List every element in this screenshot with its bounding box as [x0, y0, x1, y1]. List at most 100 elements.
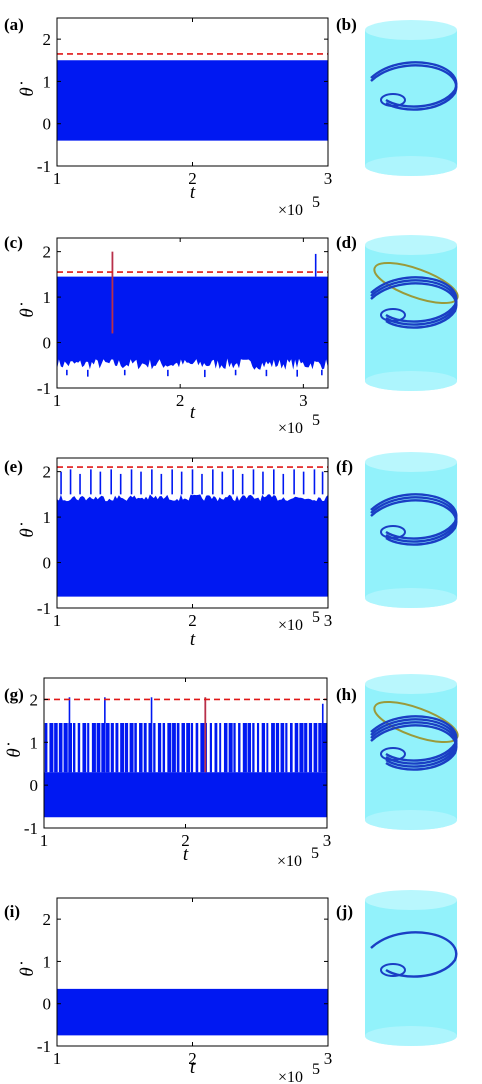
panel-label: (c): [4, 233, 23, 252]
panel-label: (h): [336, 685, 357, 704]
signal-burst: [200, 723, 205, 773]
signal-burst: [73, 723, 76, 773]
y-tick-label: -1: [37, 379, 51, 398]
signal-burst: [275, 723, 280, 773]
chart-panel: (a) -1 0 1 2 1 2 3 t θ̇ ×10 5: [4, 15, 332, 219]
y-tick-label: 0: [43, 554, 52, 573]
cylinder-top: [365, 20, 457, 40]
signal-burst: [44, 723, 48, 773]
signal-burst: [106, 723, 110, 773]
y-tick-label: 0: [43, 115, 52, 134]
signal-band: [44, 772, 327, 818]
signal-burst: [266, 723, 269, 773]
cylinder-bottom: [365, 371, 457, 391]
cylinder-bottom: [365, 588, 457, 608]
signal-burst: [77, 723, 81, 773]
signal-burst: [252, 723, 255, 773]
x-exponent: 5: [312, 1061, 320, 1078]
signal-burst: [82, 723, 87, 773]
x-axis-label: t: [183, 844, 189, 865]
signal-burst: [313, 723, 318, 773]
y-tick-label: 0: [43, 995, 52, 1014]
cylinder-phase-portrait: (h): [336, 674, 459, 830]
orbit-curl: [380, 747, 406, 761]
x-tick-label: 2: [188, 169, 197, 188]
orbit-curl: [380, 308, 406, 322]
x-tick-label: 1: [40, 831, 49, 850]
x-multiplier: ×10: [278, 420, 303, 437]
x-exponent: 5: [312, 609, 320, 626]
y-tick-label: -1: [37, 599, 51, 618]
signal-burst: [238, 723, 241, 773]
x-exponent: 5: [311, 845, 319, 862]
signal-burst: [294, 723, 299, 773]
signal-burst: [181, 723, 185, 773]
chart-panel: (e) -1 0 1 2 1 2 3 t θ̇ ×10 5: [4, 457, 332, 650]
signal-band: [57, 276, 328, 370]
y-tick-label: 2: [43, 910, 52, 929]
signal-burst: [134, 723, 137, 773]
signal-burst: [219, 723, 222, 773]
orbit-loop: [370, 282, 458, 329]
x-tick-label: 2: [188, 611, 197, 630]
x-multiplier: ×10: [278, 1069, 303, 1084]
x-tick-label: 3: [324, 169, 333, 188]
y-tick-label: -1: [37, 1037, 51, 1056]
signal-burst: [129, 723, 134, 773]
signal-burst: [247, 723, 252, 773]
x-tick-label: 3: [324, 611, 333, 630]
signal-burst: [167, 723, 172, 773]
x-tick-label: 3: [323, 831, 332, 850]
x-multiplier: ×10: [278, 617, 303, 634]
panel-label: (j): [336, 902, 353, 921]
x-tick-label: 2: [181, 831, 190, 850]
x-exponent: 5: [312, 194, 320, 211]
signal-burst: [261, 723, 266, 773]
signal-burst: [124, 723, 129, 773]
signal-burst: [195, 723, 199, 773]
cylinder-phase-portrait: (d): [336, 233, 459, 391]
signal-burst: [63, 723, 68, 773]
orbit-loop: [370, 64, 458, 111]
signal-burst: [87, 723, 90, 773]
y-tick-label: 1: [30, 733, 39, 752]
y-tick-label: 1: [43, 508, 52, 527]
panel-label: (f): [336, 457, 353, 476]
cylinder-phase-portrait: (b): [336, 15, 458, 176]
signal-burst: [153, 723, 156, 773]
orbit-loop: [370, 931, 458, 978]
cylinder-phase-portrait: (f): [336, 452, 458, 608]
signal-burst: [186, 723, 191, 773]
panel-label: (g): [4, 685, 24, 704]
panel-label: (a): [4, 15, 24, 34]
signal-burst: [110, 723, 114, 773]
cylinder-top: [365, 890, 457, 910]
orbit-curl: [380, 963, 406, 977]
y-axis-label: θ̇: [17, 81, 38, 96]
signal-burst: [58, 723, 63, 773]
signal-band: [57, 494, 328, 597]
signal-burst: [271, 723, 275, 773]
orbit-curl: [380, 93, 406, 107]
signal-burst: [157, 723, 162, 773]
y-axis-label: θ̇: [17, 522, 38, 537]
signal-burst: [148, 723, 152, 773]
x-tick-label: 3: [324, 1049, 333, 1068]
y-tick-label: 1: [43, 952, 52, 971]
signal-burst: [214, 723, 218, 773]
y-tick-label: 2: [43, 243, 52, 262]
x-multiplier: ×10: [278, 202, 303, 219]
signal-burst: [318, 723, 322, 773]
x-axis-label: t: [190, 629, 196, 650]
signal-burst: [91, 723, 96, 773]
signal-burst: [176, 723, 180, 773]
panel-label: (b): [336, 15, 357, 34]
y-tick-label: -1: [37, 157, 51, 176]
signal-burst: [49, 723, 54, 773]
signal-burst: [285, 723, 288, 773]
signal-burst: [233, 723, 236, 773]
signal-band: [57, 60, 328, 141]
x-tick-label: 1: [53, 169, 62, 188]
cylinder-bottom: [365, 1026, 457, 1046]
signal-burst: [162, 723, 166, 773]
